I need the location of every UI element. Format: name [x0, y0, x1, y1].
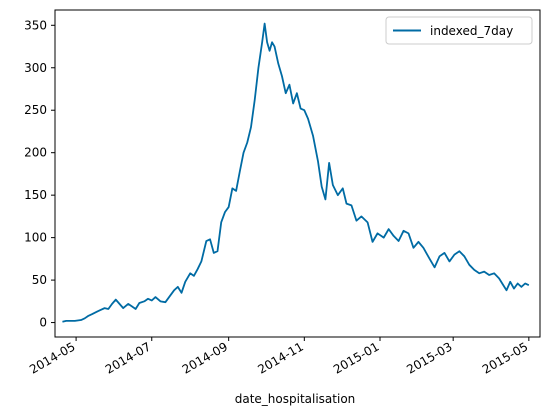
legend-label-indexed-7day: indexed_7day — [430, 24, 513, 38]
plot-area — [62, 22, 530, 323]
legend: indexed_7day — [385, 16, 533, 45]
y-tick-label: 100 — [24, 231, 47, 245]
y-tick-label: 150 — [24, 188, 47, 202]
x-axis-label: date_hospitalisation — [235, 392, 356, 406]
axes-frame — [54, 9, 541, 338]
series-line-0 — [62, 22, 530, 323]
y-tick-label: 250 — [24, 103, 47, 117]
y-tick-label: 200 — [24, 146, 47, 160]
y-tick-label: 300 — [24, 61, 47, 75]
legend-box — [385, 16, 533, 45]
y-tick-label: 0 — [39, 316, 47, 330]
y-tick-label: 350 — [24, 18, 47, 32]
y-tick-label: 50 — [32, 273, 47, 287]
